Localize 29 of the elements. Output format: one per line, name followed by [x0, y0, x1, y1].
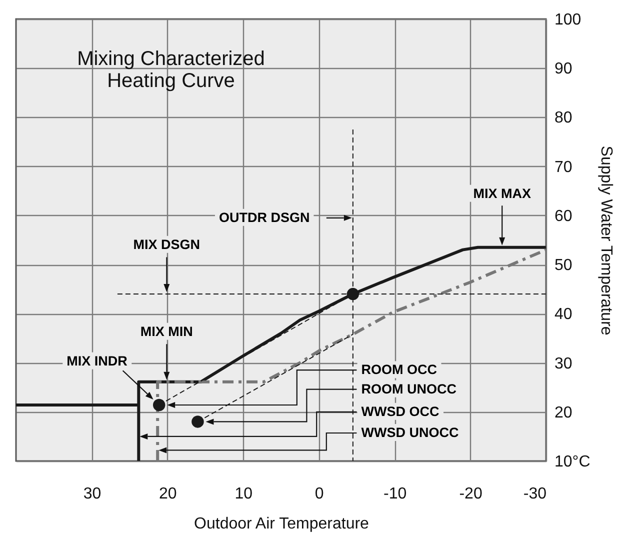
y-tick-label: 60	[554, 208, 572, 225]
annotation: MIX INDR	[66, 353, 128, 368]
y-tick-label: 100	[554, 12, 582, 28]
annotation: MIX MIN	[140, 324, 193, 339]
y-tick-label: 90	[554, 60, 572, 78]
x-tick-label: -10	[384, 486, 407, 502]
text: Mixing Characterized Heating Curve	[77, 48, 265, 92]
y-tick-label: 10°C	[554, 454, 590, 470]
x-tick-label: -20	[459, 486, 482, 502]
annotation: ROOM UNOCC	[361, 381, 457, 396]
y-tick-label: 20	[554, 404, 572, 422]
annotation: MIX DSGN	[133, 236, 200, 252]
annotation: ROOM OCC	[361, 362, 438, 378]
x-tick-label: 30	[83, 486, 102, 502]
annotation: WWSD OCC	[361, 404, 440, 419]
y-tick-label: 40	[554, 306, 572, 324]
y-tick-label: 80	[554, 110, 572, 127]
y-tick-label: 50	[554, 257, 572, 274]
y-axis-title: Supply Water Temperature	[597, 146, 614, 336]
annotation: WWSD UNOCC	[361, 425, 459, 440]
x-tick-label: -30	[523, 486, 547, 502]
y-tick-label: 30	[554, 355, 572, 372]
annotation: MIX MAX	[473, 186, 531, 201]
x-tick-label: 20	[159, 486, 177, 502]
x-axis-title: Outdoor Air Temperature	[194, 516, 370, 532]
x-tick-label: 10	[234, 486, 253, 502]
y-tick-label: 70	[554, 158, 572, 176]
annotation: OUTDR DSGN	[218, 210, 310, 225]
x-tick-label: 0	[314, 486, 324, 502]
